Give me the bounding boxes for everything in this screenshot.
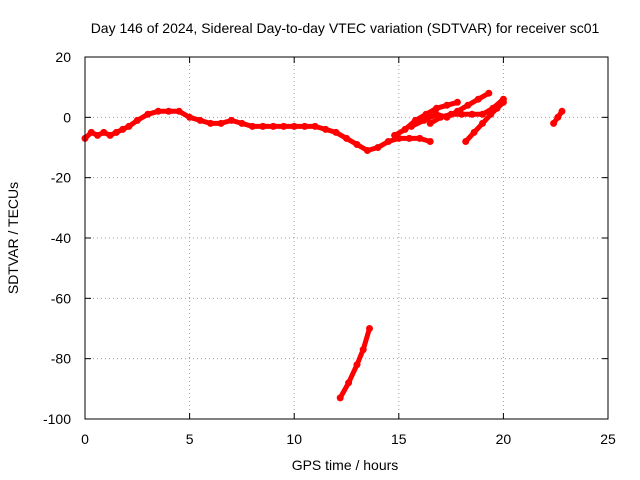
data-point: [280, 122, 288, 130]
y-tick-label: -80: [51, 351, 71, 367]
data-point: [401, 125, 409, 133]
data-point: [100, 128, 108, 136]
data-point: [165, 107, 173, 115]
series-short-segment: [550, 107, 566, 127]
data-point: [493, 104, 501, 112]
data-point: [558, 107, 566, 115]
y-tick-label: -40: [51, 230, 71, 246]
data-point: [420, 116, 428, 124]
data-point: [426, 138, 434, 145]
data-point: [468, 110, 476, 118]
data-point: [290, 122, 298, 130]
x-tick-label: 5: [186, 431, 194, 447]
data-point: [144, 110, 152, 118]
data-point: [433, 104, 440, 112]
y-tick-label: -60: [51, 290, 71, 306]
data-point: [112, 128, 120, 136]
x-tick-label: 10: [286, 431, 302, 447]
axis-ticks: 0 5 10 15 20 25 -100 -80 -60 -40 -20 0 20: [43, 49, 616, 447]
data-point: [462, 138, 470, 145]
data-point: [384, 138, 392, 145]
data-point: [106, 131, 114, 139]
data-point: [154, 107, 162, 115]
data-point: [186, 113, 194, 121]
data-point: [196, 116, 204, 124]
data-point: [87, 128, 95, 136]
data-point: [405, 134, 413, 142]
series-flat-arc: [426, 95, 507, 127]
data-point: [322, 125, 330, 133]
data-point: [437, 113, 445, 121]
data-point: [443, 101, 451, 109]
data-point: [474, 95, 482, 103]
data-point: [554, 113, 562, 121]
data-point: [238, 119, 246, 127]
data-point: [133, 116, 141, 124]
series-steep-arc: [462, 98, 507, 145]
data-series: [81, 89, 566, 402]
y-tick-label: -20: [51, 170, 71, 186]
data-point: [353, 141, 361, 148]
data-point: [175, 107, 183, 115]
data-point: [464, 101, 472, 109]
x-tick-label: 20: [496, 431, 512, 447]
y-tick-label: 20: [55, 49, 71, 65]
data-point: [550, 119, 558, 127]
data-point: [458, 110, 466, 118]
data-point: [125, 122, 133, 130]
chart-title: Day 146 of 2024, Sidereal Day-to-day VTE…: [91, 20, 600, 36]
data-point: [345, 379, 353, 387]
data-point: [485, 89, 493, 97]
data-point: [259, 122, 267, 130]
data-point: [453, 98, 461, 106]
data-point: [470, 128, 478, 136]
data-point: [407, 122, 415, 130]
x-tick-label: 15: [391, 431, 407, 447]
data-point: [374, 144, 382, 151]
series-main-trace: [81, 107, 434, 154]
data-point: [94, 131, 102, 139]
data-point: [343, 134, 350, 142]
data-point: [479, 119, 486, 127]
data-point: [426, 119, 434, 127]
y-axis-label: SDTVAR / TECUs: [5, 182, 21, 294]
data-point: [479, 110, 486, 118]
x-tick-label: 0: [81, 431, 89, 447]
data-point: [336, 394, 344, 402]
data-point: [487, 110, 495, 118]
data-point: [311, 122, 319, 130]
y-tick-label: -100: [43, 411, 71, 427]
data-point: [301, 122, 309, 130]
series-drop-arc: [336, 325, 373, 402]
data-point: [332, 128, 340, 136]
data-point: [269, 122, 277, 130]
data-point: [119, 125, 127, 133]
data-point: [499, 98, 507, 106]
y-tick-label: 0: [63, 109, 71, 125]
data-point: [416, 134, 424, 142]
data-point: [391, 131, 399, 139]
data-point: [248, 122, 256, 130]
x-tick-label: 25: [600, 431, 616, 447]
data-point: [217, 119, 225, 127]
data-point: [227, 116, 235, 124]
data-point: [359, 346, 367, 354]
data-point: [366, 325, 373, 332]
data-point: [207, 119, 214, 127]
x-axis-label: GPS time / hours: [292, 457, 399, 473]
data-point: [353, 361, 361, 369]
data-point: [363, 147, 371, 154]
data-point: [447, 110, 455, 118]
